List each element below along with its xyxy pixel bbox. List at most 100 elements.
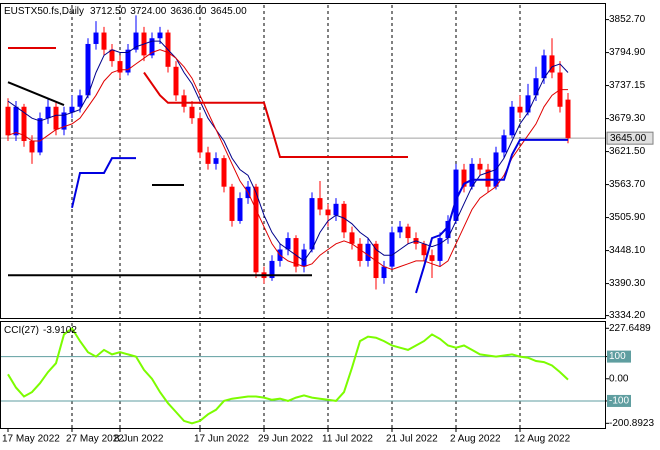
y-tick-label: 3621.50 bbox=[609, 146, 646, 157]
chart-header: EUSTX50.fs,Daily 3712.50 3724.00 3636.00 364… bbox=[4, 6, 247, 17]
candle-body bbox=[125, 49, 131, 73]
x-tick-label: 17 Jun 2022 bbox=[194, 434, 249, 445]
indicator-line bbox=[415, 138, 568, 294]
candle-body bbox=[541, 55, 547, 79]
candle-body bbox=[221, 158, 227, 187]
candle-body bbox=[365, 243, 371, 261]
candle-body bbox=[189, 106, 195, 119]
candle-body bbox=[101, 32, 107, 50]
x-tick-label: 12 Aug 2022 bbox=[514, 434, 571, 445]
y-tick-label: 3737.15 bbox=[609, 80, 646, 91]
y-tick-label: 3448.10 bbox=[609, 245, 646, 256]
candle-body bbox=[237, 198, 243, 221]
candle-body bbox=[229, 186, 235, 221]
candle-body bbox=[13, 106, 19, 136]
candle-body bbox=[93, 32, 99, 44]
candle-body bbox=[45, 106, 51, 119]
candle-body bbox=[405, 226, 411, 239]
candle-body bbox=[453, 169, 459, 221]
candle-body bbox=[565, 99, 571, 139]
candle-body bbox=[69, 106, 75, 113]
cci-title: CCI(27) bbox=[4, 325, 39, 336]
price-pane-frame bbox=[0, 3, 606, 319]
candle-body bbox=[517, 106, 523, 113]
candle-body bbox=[181, 95, 187, 107]
candle-body bbox=[437, 238, 443, 261]
header-close: 3645.00 bbox=[211, 6, 248, 17]
candle-body bbox=[149, 38, 155, 56]
indicator-line bbox=[71, 157, 136, 209]
y-tick-label: 3852.70 bbox=[609, 14, 646, 25]
candle-body bbox=[485, 169, 491, 187]
y-tick-label: 100 bbox=[609, 351, 626, 362]
y-tick-label: -100 bbox=[609, 396, 629, 407]
candle-body bbox=[357, 243, 363, 261]
x-tick-label: 17 May 2022 bbox=[2, 434, 60, 445]
candle-body bbox=[421, 243, 427, 256]
x-tick-label: 8 Jun 2022 bbox=[114, 434, 164, 445]
candle-body bbox=[21, 106, 27, 142]
y-tick-label: 3563.70 bbox=[609, 179, 646, 190]
candle-body bbox=[253, 186, 259, 273]
candle-body bbox=[533, 78, 539, 96]
candle-body bbox=[29, 141, 35, 153]
candle-body bbox=[501, 135, 507, 153]
x-tick-label: 29 Jun 2022 bbox=[258, 434, 313, 445]
indicator-line bbox=[7, 49, 568, 271]
candle-body bbox=[461, 169, 467, 187]
symbol-title: EUSTX50.fs,Daily bbox=[4, 6, 84, 17]
x-tick-label: 2 Aug 2022 bbox=[450, 434, 501, 445]
candle-body bbox=[525, 95, 531, 113]
x-tick-label: 21 Jul 2022 bbox=[386, 434, 438, 445]
candle-body bbox=[349, 232, 355, 244]
cci-last-value: -3.9102 bbox=[43, 325, 77, 336]
plot-layer: 3852.70 3794.90 3737.15 3679.30 3621.50 3563.… bbox=[1, 5, 654, 445]
last-price-label: 3645.00 bbox=[610, 133, 647, 144]
candle-body bbox=[477, 163, 483, 170]
candle-body bbox=[317, 198, 323, 210]
candle-body bbox=[509, 106, 515, 136]
candle-body bbox=[293, 238, 299, 267]
candle-body bbox=[325, 209, 331, 216]
level-label-box bbox=[607, 394, 631, 407]
candle-body bbox=[133, 32, 139, 50]
candle-body bbox=[213, 158, 219, 164]
y-tick-label: 3505.90 bbox=[609, 212, 646, 223]
candle-body bbox=[333, 203, 339, 216]
cci-line bbox=[7, 326, 569, 425]
candle-body bbox=[397, 226, 403, 233]
candle-body bbox=[77, 95, 83, 107]
candle-body bbox=[389, 232, 395, 267]
candle-body bbox=[269, 260, 275, 279]
candle-body bbox=[309, 198, 315, 250]
candle-body bbox=[469, 163, 475, 187]
candle-body bbox=[301, 249, 307, 267]
y-tick-label: 3390.30 bbox=[609, 278, 646, 289]
y-tick-label: 227.6489 bbox=[609, 323, 651, 334]
candle-body bbox=[429, 255, 435, 261]
candle-body bbox=[157, 32, 163, 39]
cci-header: CCI(27) -3.9102 bbox=[4, 325, 77, 336]
candle-body bbox=[5, 106, 11, 136]
header-high: 3724.00 bbox=[130, 6, 167, 17]
header-low: 3636.00 bbox=[170, 6, 207, 17]
cci-pane-frame bbox=[0, 321, 606, 429]
last-price-box bbox=[606, 131, 654, 145]
x-tick-label: 27 May 2022 bbox=[66, 434, 124, 445]
candle-body bbox=[173, 66, 179, 96]
y-tick-label: 3334.20 bbox=[609, 310, 646, 321]
candle-body bbox=[37, 118, 43, 153]
candle-body bbox=[85, 43, 91, 96]
indicator-line bbox=[7, 40, 569, 262]
trend-line bbox=[7, 81, 65, 107]
indicator-line bbox=[143, 71, 408, 158]
header-open: 3712.50 bbox=[90, 6, 127, 17]
candle-body bbox=[61, 112, 67, 130]
y-tick-label: 0.00 bbox=[609, 373, 629, 384]
y-tick-label: 3679.30 bbox=[609, 113, 646, 124]
candle-body bbox=[205, 152, 211, 164]
candle-body bbox=[117, 61, 123, 73]
x-tick-label: 11 Jul 2022 bbox=[322, 434, 373, 445]
candle-body bbox=[109, 49, 115, 62]
